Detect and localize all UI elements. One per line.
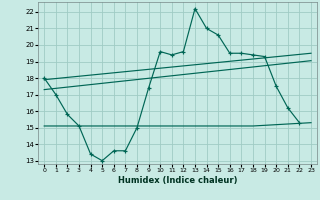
X-axis label: Humidex (Indice chaleur): Humidex (Indice chaleur) bbox=[118, 176, 237, 185]
